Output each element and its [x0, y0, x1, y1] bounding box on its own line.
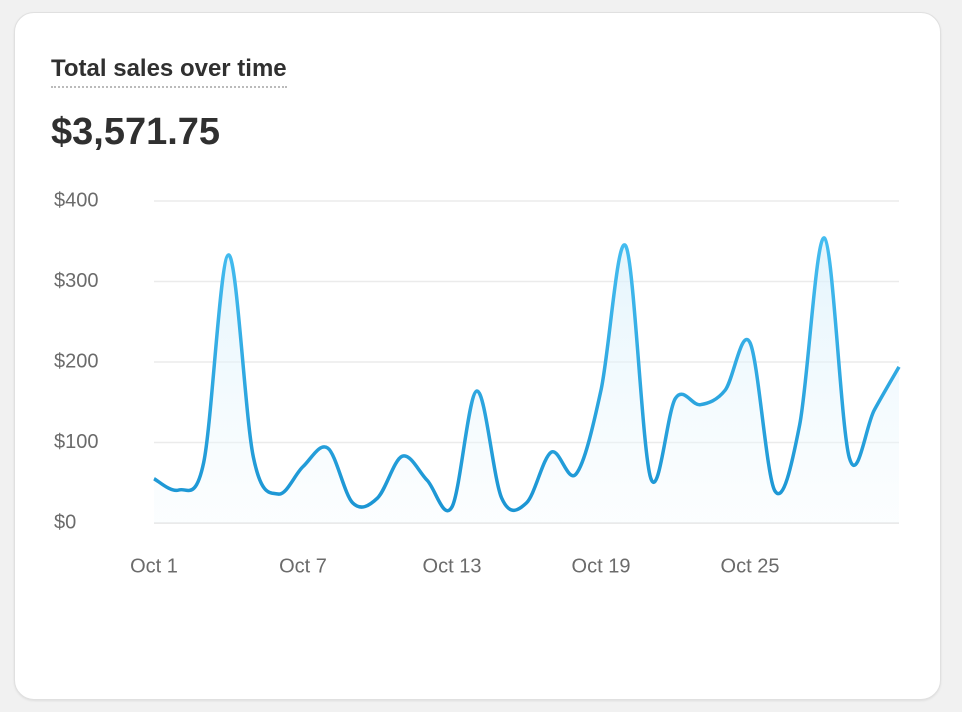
- y-tick-label: $400: [54, 189, 99, 211]
- x-tick-label: Oct 7: [279, 555, 327, 577]
- x-tick-label: Oct 13: [423, 555, 482, 577]
- y-tick-label: $200: [54, 350, 99, 372]
- line: [153, 236, 901, 513]
- card-title[interactable]: Total sales over time: [51, 55, 287, 88]
- x-tick-label: Oct 19: [572, 555, 631, 577]
- card: Total sales over time $3,571.75: [14, 12, 941, 700]
- y-tick-label: $0: [54, 511, 76, 533]
- total-value: $3,571.75: [51, 111, 221, 153]
- area: [154, 237, 899, 523]
- x-tick-label: Oct 1: [130, 555, 178, 577]
- y-tick-label: $100: [54, 431, 99, 453]
- x-tick-label: Oct 25: [721, 555, 780, 577]
- y-tick-label: $300: [54, 270, 99, 292]
